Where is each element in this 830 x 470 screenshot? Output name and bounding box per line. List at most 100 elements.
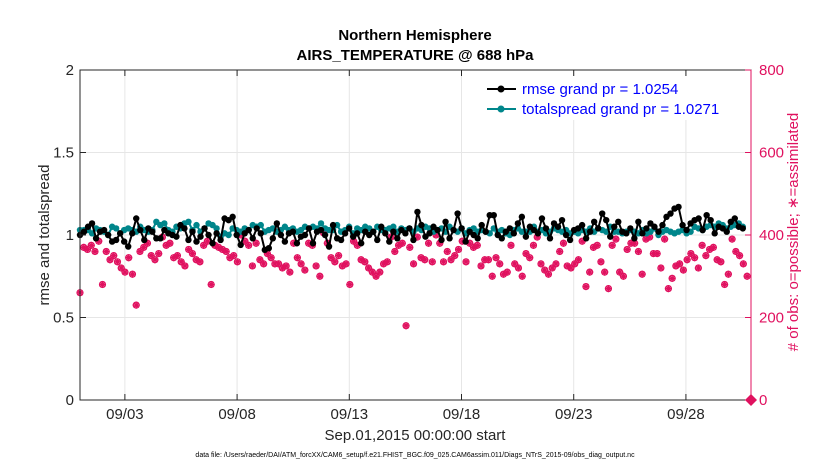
rmse-point <box>112 236 120 244</box>
obs-count-point <box>188 249 197 258</box>
rmse-point <box>410 236 417 244</box>
obs-count-point <box>421 256 429 264</box>
rmse-point <box>723 228 730 235</box>
y-right-tick-label: 400 <box>759 227 784 244</box>
obs-count-point <box>582 282 590 291</box>
rmse-point <box>125 243 132 250</box>
obs-count-point <box>245 241 253 249</box>
rmse-point <box>703 212 710 219</box>
rmse-point <box>482 228 489 235</box>
obs-count-point <box>424 239 433 247</box>
rmse-point <box>711 230 718 237</box>
rmse-point <box>615 218 622 225</box>
rmse-point <box>458 225 465 232</box>
rmse-point <box>245 226 252 234</box>
obs-count-point <box>743 272 751 280</box>
rmse-point <box>157 235 164 242</box>
legend-box <box>480 76 745 120</box>
rmse-line <box>79 205 744 252</box>
obs-count-point <box>713 256 721 264</box>
obs-count-point <box>222 247 230 256</box>
obs-count-point <box>312 262 320 270</box>
obs-count-point <box>559 239 568 247</box>
obs-count-point <box>379 260 388 268</box>
obs-count-point <box>556 247 564 256</box>
rmse-point <box>667 210 674 217</box>
rmse-point <box>510 230 518 237</box>
y-left-tick-label: 1.5 <box>53 145 74 162</box>
obs-count-point <box>361 258 369 266</box>
obs-count-point <box>260 260 268 268</box>
obs-count-point <box>454 245 463 254</box>
y-left-tick-label: 2 <box>66 62 74 79</box>
rmse-point <box>414 208 421 216</box>
obs-count-point <box>147 252 155 260</box>
obs-count-point <box>492 254 500 262</box>
y-left-tick-label: 0.5 <box>53 310 74 327</box>
rmse-point <box>558 216 566 224</box>
rmse-point <box>237 241 244 249</box>
rmse-point <box>534 230 542 237</box>
obs-count-point <box>185 245 193 254</box>
obs-count-point <box>511 260 519 268</box>
obs-count-point <box>563 262 571 270</box>
rmse-point <box>607 233 614 240</box>
obs-count-point <box>166 239 174 247</box>
totalspread-point <box>317 220 325 227</box>
obs-count-point <box>334 252 343 260</box>
obs-count-point <box>601 268 609 276</box>
obs-count-point <box>102 247 110 256</box>
rmse-point <box>181 225 188 232</box>
rmse-point <box>594 225 602 232</box>
obs-count-point <box>721 280 729 289</box>
rmse-point <box>329 221 337 229</box>
totalspread-point <box>213 225 220 232</box>
obs-count-point <box>661 235 669 243</box>
obs-count-point <box>282 262 290 270</box>
rmse-point <box>201 225 208 232</box>
obs-count-point <box>484 256 493 264</box>
obs-count-point <box>638 270 646 278</box>
chart-subtitle: AIRS_TEMPERATURE @ 688 hPa <box>297 47 535 64</box>
obs-count-point <box>548 264 556 272</box>
obs-count-point <box>593 241 601 249</box>
rmse-point <box>603 216 610 224</box>
rmse-point <box>370 228 377 235</box>
obs-count-point <box>451 252 459 260</box>
obs-count-point <box>230 252 238 260</box>
obs-count-point <box>170 254 178 262</box>
obs-count-point <box>507 241 515 249</box>
rmse-point <box>566 236 574 244</box>
rmse-point <box>390 228 397 235</box>
rmse-point <box>189 228 196 235</box>
obs-count-point <box>143 239 152 247</box>
obs-count-point <box>248 262 256 270</box>
rmse-point <box>185 236 192 244</box>
x-tick-label: 09/23 <box>555 406 593 423</box>
obs-count-point <box>80 243 88 251</box>
rmse-point <box>546 235 554 242</box>
obs-count-point <box>698 241 706 249</box>
y-right-tick-label: 800 <box>759 62 784 79</box>
obs-count-point <box>91 247 99 256</box>
rmse-point <box>265 245 273 252</box>
rmse-point <box>133 215 140 222</box>
rmse-point <box>193 238 200 245</box>
rmse-point <box>325 243 333 250</box>
rmse-point <box>289 228 297 235</box>
legend: rmse grand pr = 1.0254 totalspread grand… <box>480 76 745 120</box>
obs-count-point <box>529 241 538 249</box>
rmse-point <box>586 228 594 235</box>
chart-title: Northern Hemisphere <box>338 27 491 44</box>
obs-count-point <box>177 258 185 266</box>
rmse-point <box>337 236 345 244</box>
legend-marker-totalspread <box>497 105 505 113</box>
obs-count-point <box>376 268 384 276</box>
obs-count-point <box>394 241 403 249</box>
obs-count-point <box>503 268 511 276</box>
obs-count-point <box>121 268 129 276</box>
obs-count-point <box>110 252 118 260</box>
obs-count-point <box>664 285 672 293</box>
rmse-point <box>293 240 301 247</box>
